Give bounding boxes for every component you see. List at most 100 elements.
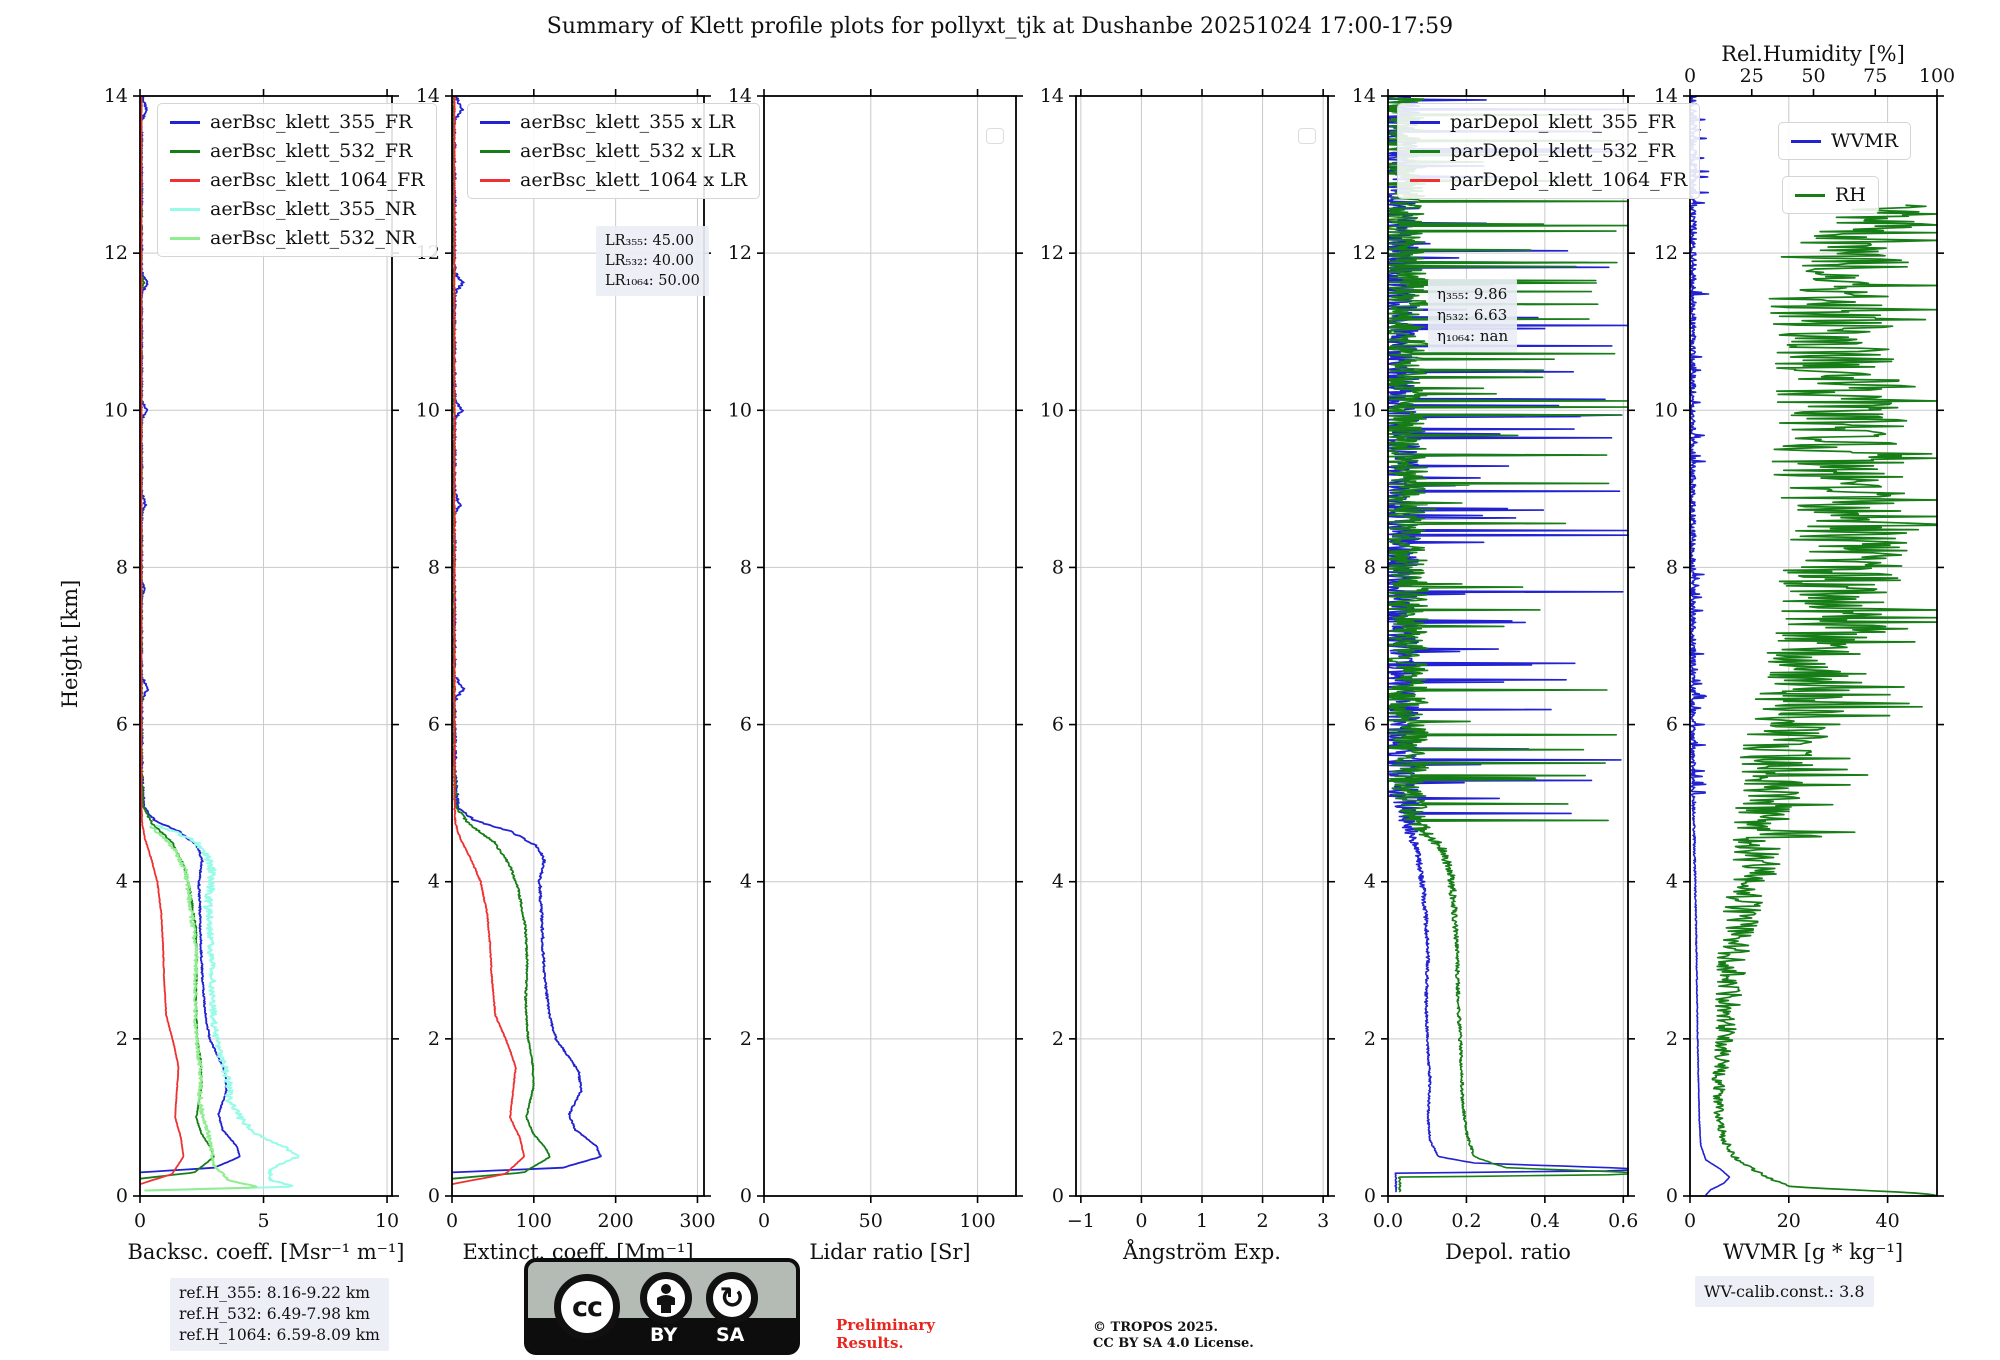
wv-calib-annotation-box: WV-calib.const.: 3.8 (1695, 1276, 1874, 1307)
y-tick-label: 0 (428, 1185, 440, 1207)
plot-depol_ratio: 0.0 0.2 0.4 0.6 0 2 4 6 8 10 12 14 (1352, 85, 1639, 1232)
top-tick-label: 25 (1740, 65, 1764, 87)
y-tick-label: 14 (104, 85, 128, 107)
series-aerBsc_klett_532_NR (144, 825, 258, 1192)
legend-label: parDepol_klett_532_FR (1450, 140, 1676, 162)
xlabel-angstrom: Ångström Exp. (1123, 1240, 1281, 1264)
legend-rh: RH (1782, 176, 1879, 214)
x-tick-label: 0 (758, 1210, 770, 1232)
x-tick-label: 5 (257, 1210, 269, 1232)
y-tick-label: 8 (428, 556, 440, 578)
y-tick-label: 6 (1364, 714, 1376, 736)
eta-annotation-box: η₃₅₅: 9.86 η₅₃₂: 6.63 η₁₀₆₄: nan (1428, 279, 1518, 352)
y-tick-label: 0 (116, 1185, 128, 1207)
x-tick-label: 0.2 (1451, 1210, 1481, 1232)
series-RH (1711, 204, 1938, 1197)
legend-empty-lidar-ratio (986, 128, 1004, 144)
y-tick-label: 8 (1052, 556, 1064, 578)
x-tick-label: 2 (1257, 1210, 1269, 1232)
x-tick-label: 0 (1135, 1210, 1147, 1232)
top-tick-label: 100 (1919, 65, 1955, 87)
legend-entry: aerBsc_klett_1064_FR (170, 169, 424, 191)
y-tick-label: 2 (116, 1028, 128, 1050)
x-tick-label: 300 (679, 1210, 715, 1232)
axes-spines (139, 95, 393, 1197)
legend-label: aerBsc_klett_1064_FR (210, 169, 425, 191)
legend-swatch (480, 149, 510, 153)
refh-355: ref.H_355: 8.16-9.22 km (179, 1284, 370, 1302)
y-tick-label: 14 (1654, 85, 1678, 107)
y-tick-label: 12 (1654, 242, 1678, 264)
plot-extinction: 010020030002468101214 (416, 85, 716, 1232)
series-aerBsc_klett_532_FR (139, 95, 215, 1180)
y-tick-label: 8 (1364, 556, 1376, 578)
eta-355: η₃₅₅: 9.86 (1437, 285, 1508, 303)
cc-letters: cc (571, 1291, 603, 1323)
legend-entry: WVMR (1791, 130, 1898, 152)
legend-swatch (1795, 193, 1825, 197)
plot-wvmr_rh: 0 20 40 0 2 4 6 8 10 12 14 0 25 50 75 100 (1654, 65, 1955, 1232)
legend-entry: aerBsc_klett_532 x LR (480, 140, 747, 162)
legend-swatch (1410, 120, 1440, 124)
legend-extinction: aerBsc_klett_355 x LR aerBsc_klett_532 x … (467, 103, 761, 199)
legend-entry: aerBsc_klett_355_NR (170, 198, 424, 220)
y-tick-label: 14 (728, 85, 752, 107)
legend-label: aerBsc_klett_355_FR (210, 111, 413, 133)
tropos-copyright: © TROPOS 2025. CC BY SA 4.0 License. (1093, 1320, 1254, 1352)
y-tick-label: 6 (740, 714, 752, 736)
legend-swatch (170, 178, 200, 182)
y-tick-label: 2 (1052, 1028, 1064, 1050)
legend-label: aerBsc_klett_355_NR (210, 198, 416, 220)
series-WVMR (1689, 95, 1731, 1196)
refh-1064: ref.H_1064: 6.59-8.09 km (179, 1326, 380, 1344)
y-tick-label: 12 (1352, 242, 1376, 264)
figure-title: Summary of Klett profile plots for polly… (546, 14, 1454, 39)
top-axis-label-rh: Rel.Humidity [%] (1721, 42, 1905, 66)
y-tick-label: 14 (1040, 85, 1064, 107)
legend-entry: aerBsc_klett_355_FR (170, 111, 424, 133)
lr-annotation-box: LR₃₅₅: 45.00 LR₅₃₂: 40.00 LR₁₀₆₄: 50.00 (596, 226, 709, 296)
series-aerBsc_klett_532 x LR (451, 95, 551, 1180)
x-tick-label: 0 (446, 1210, 458, 1232)
legend-label: aerBsc_klett_532_FR (210, 140, 413, 162)
preliminary-line2: Results. (836, 1334, 904, 1352)
xlabel-lidar-ratio: Lidar ratio [Sr] (809, 1240, 971, 1264)
y-tick-label: 6 (116, 714, 128, 736)
copyright-line1: © TROPOS 2025. (1093, 1320, 1219, 1335)
legend-label: aerBsc_klett_532_NR (210, 227, 416, 249)
y-tick-label: 4 (1666, 871, 1678, 893)
x-tick-label: 200 (598, 1210, 634, 1232)
eta-1064: η₁₀₆₄: nan (1437, 327, 1509, 345)
legend-label: aerBsc_klett_1064 x LR (520, 169, 748, 191)
y-tick-label: 4 (428, 871, 440, 893)
legend-swatch (170, 149, 200, 153)
legend-swatch (1791, 139, 1821, 143)
y-tick-label: 0 (1052, 1185, 1064, 1207)
y-tick-label: 4 (116, 871, 128, 893)
legend-wvmr: WVMR (1778, 122, 1912, 160)
person-glyph (657, 1284, 675, 1313)
preliminary-results-note: Preliminary Results. (836, 1316, 935, 1352)
lr-1064: LR₁₀₆₄: 50.00 (605, 273, 700, 289)
xlabel-wvmr: WVMR [g * kg⁻¹] (1722, 1240, 1904, 1264)
axes-spines (1387, 95, 1629, 1197)
lr-532: LR₅₃₂: 40.00 (605, 253, 694, 269)
y-tick-label: 6 (1666, 714, 1678, 736)
y-tick-label: 8 (740, 556, 752, 578)
share-alike-icon: ↻ (706, 1272, 758, 1324)
x-tick-label: 1 (1196, 1210, 1208, 1232)
plot-lidar_ratio: 0 50 100 0 2 4 6 8 10 12 14 (728, 85, 1023, 1232)
legend-entry: parDepol_klett_532_FR (1410, 140, 1687, 162)
legend-swatch (480, 120, 510, 124)
y-tick-label: 8 (1666, 556, 1678, 578)
y-tick-label: 4 (740, 871, 752, 893)
cc-sa-label: SA (716, 1324, 745, 1346)
cc-icon: cc (554, 1274, 620, 1340)
x-tick-label: 0.4 (1530, 1210, 1560, 1232)
x-tick-label: 100 (516, 1210, 552, 1232)
eta-532: η₅₃₂: 6.63 (1437, 306, 1508, 324)
